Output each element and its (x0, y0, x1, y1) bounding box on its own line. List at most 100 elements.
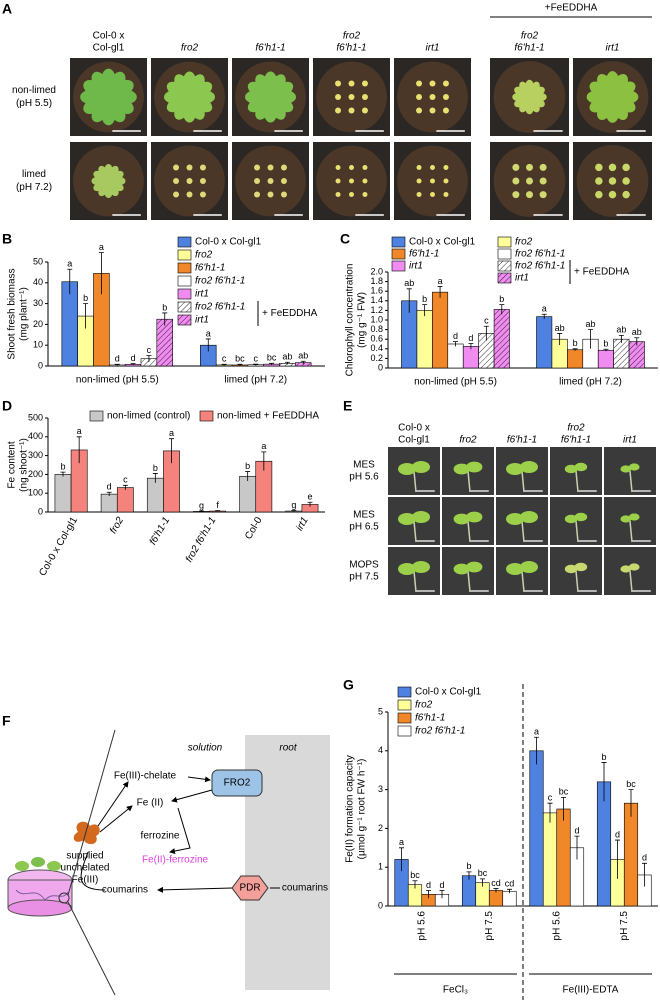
y-tick-label: 1.8 (370, 276, 383, 286)
significance-letter: b (466, 861, 471, 871)
zone-label: solution (188, 743, 223, 754)
legend-label: non-limed + FeEDDHA (217, 411, 319, 422)
y-tick-label: 0 (378, 900, 383, 910)
legend-swatch (397, 686, 412, 698)
species-label: ferrozine (141, 831, 180, 842)
y-tick-label: 10 (33, 340, 43, 350)
stem (521, 570, 525, 593)
error-bar (199, 510, 205, 512)
panel-letter: C (340, 231, 350, 247)
plant (429, 107, 436, 114)
leaf (628, 513, 640, 521)
error-bar (422, 304, 428, 317)
row-label: non-limed (12, 85, 56, 96)
leaf (398, 513, 416, 525)
error-bar (284, 361, 290, 365)
stem (413, 520, 417, 543)
x-tick-label: non-limed (pH 5.5) (76, 375, 159, 386)
leaf (453, 563, 470, 575)
y-axis-label: (mg plant⁻¹) (19, 287, 30, 341)
plant (442, 107, 449, 114)
y-tick-label: 300 (28, 450, 43, 460)
leaf (520, 511, 538, 523)
stem (467, 570, 471, 593)
error-bar (122, 484, 128, 490)
y-tick-label: 3 (378, 784, 383, 794)
legend-swatch (497, 272, 512, 284)
legend-label: irt1 (195, 315, 209, 326)
significance-letter: d (131, 353, 136, 363)
x-tick-label: Col-0 (243, 515, 265, 542)
y-axis-label: (mg g⁻¹ FW) (357, 292, 368, 348)
stem (629, 470, 633, 493)
bar (529, 750, 544, 907)
significance-letter: b (162, 302, 167, 312)
plant (335, 191, 341, 197)
plant (617, 81, 636, 97)
bar (461, 875, 477, 907)
plant (254, 164, 261, 171)
bar (536, 316, 553, 369)
plant (539, 163, 547, 171)
plant (348, 107, 355, 114)
bar (432, 291, 449, 369)
significance-letter: a (542, 304, 547, 314)
y-tick-label: 40 (33, 277, 43, 287)
plant (595, 190, 603, 199)
significance-letter: b (499, 294, 504, 304)
y-tick-label: 0.6 (370, 334, 383, 344)
plant (362, 191, 368, 197)
protein-label: PDR (239, 883, 260, 894)
column-header: fro2 (521, 31, 539, 42)
plant (443, 165, 449, 171)
error-bar (406, 288, 412, 313)
plant (199, 191, 206, 198)
significance-letter: ab (282, 352, 292, 362)
significance-letter: ab (555, 323, 565, 333)
legend-swatch (89, 410, 104, 422)
error-bar (541, 313, 547, 320)
significance-letter: d (426, 880, 431, 890)
bar (567, 349, 584, 369)
significance-letter: d (642, 853, 647, 863)
row-label: MOPS (349, 560, 379, 571)
iron-blob (73, 821, 100, 845)
column-header: f6'h1-1 (561, 435, 591, 446)
y-tick-label: 2.0 (370, 266, 383, 276)
error-bar (437, 286, 443, 298)
bar (146, 477, 164, 513)
bar (542, 812, 558, 907)
plant (362, 178, 368, 184)
arrow (97, 781, 129, 827)
significance-letter: bc (559, 787, 569, 797)
plant (349, 165, 354, 171)
plant (186, 164, 193, 171)
leaf (520, 461, 538, 473)
plant (416, 191, 422, 197)
stem (629, 570, 633, 593)
y-tick-label: 1.6 (370, 286, 383, 296)
bar (116, 487, 134, 513)
error-bar (468, 343, 474, 350)
leaf (574, 512, 588, 522)
plant (280, 191, 287, 198)
bar (613, 338, 630, 369)
error-bar (152, 473, 158, 483)
plant (416, 94, 423, 100)
bar (623, 802, 639, 907)
significance-letter: b (573, 338, 578, 348)
plant (348, 80, 355, 87)
protein-label: FRO2 (224, 778, 251, 789)
significance-letter: a (534, 727, 539, 737)
x-tick-label: non-limed (pH 5.5) (414, 377, 497, 388)
significance-letter: b (601, 752, 606, 762)
species-label: Fe (II) (137, 798, 164, 809)
significance-letter: b (422, 294, 427, 304)
bar (493, 309, 510, 369)
plant (443, 191, 449, 197)
plant (532, 86, 545, 97)
y-tick-label: 100 (28, 488, 43, 498)
legend-swatch (391, 236, 406, 248)
error-bar (499, 304, 505, 315)
